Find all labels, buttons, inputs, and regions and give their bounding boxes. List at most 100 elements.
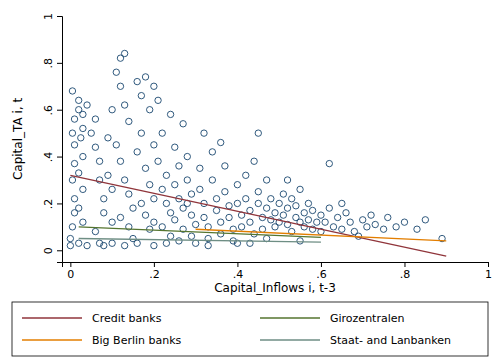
point — [372, 221, 378, 227]
legend-label: Big Berlin banks — [92, 334, 182, 347]
x-tick-label: 0 — [67, 268, 74, 281]
point — [163, 172, 169, 178]
point — [305, 200, 311, 206]
y-tick-label: .6 — [42, 105, 55, 116]
x-tick-mark — [488, 262, 489, 267]
point — [234, 181, 240, 187]
point — [188, 233, 194, 239]
point — [151, 142, 157, 148]
point — [209, 149, 215, 155]
point — [117, 158, 123, 164]
point — [280, 212, 286, 218]
point — [347, 219, 353, 225]
point — [297, 238, 303, 244]
point — [209, 177, 215, 183]
point — [188, 212, 194, 218]
fit-line — [196, 229, 447, 241]
y-tick-label: 0 — [42, 247, 55, 254]
x-tick: .2 — [149, 262, 160, 281]
x-tick: 0 — [67, 262, 74, 281]
point — [69, 130, 75, 136]
point — [197, 186, 203, 192]
point — [142, 212, 148, 218]
point — [71, 116, 77, 122]
point — [343, 210, 349, 216]
point — [309, 207, 315, 213]
point — [339, 200, 345, 206]
point — [172, 144, 178, 150]
x-tick-mark — [321, 262, 322, 267]
scatter-series — [67, 50, 445, 249]
y-tick-mark — [57, 16, 62, 17]
point — [255, 130, 261, 136]
point — [121, 50, 127, 56]
point — [284, 177, 290, 183]
y-tick-mark — [57, 157, 62, 158]
point — [188, 191, 194, 197]
point — [255, 200, 261, 206]
point — [297, 186, 303, 192]
point — [126, 118, 132, 124]
y-tick-mark — [57, 250, 62, 251]
point — [218, 219, 224, 225]
point — [109, 240, 115, 246]
point — [167, 233, 173, 239]
point — [301, 210, 307, 216]
point — [142, 165, 148, 171]
point — [96, 158, 102, 164]
y-tick-mark — [57, 63, 62, 64]
point — [243, 172, 249, 178]
point — [80, 125, 86, 131]
x-tick-mark — [154, 262, 155, 267]
point — [364, 224, 370, 230]
point — [213, 207, 219, 213]
point — [151, 219, 157, 225]
point — [213, 196, 219, 202]
point — [80, 111, 86, 117]
point — [101, 210, 107, 216]
point — [80, 219, 86, 225]
point — [167, 210, 173, 216]
point — [84, 242, 90, 248]
point — [263, 205, 269, 211]
point — [263, 177, 269, 183]
point — [134, 78, 140, 84]
point — [305, 217, 311, 223]
x-axis-title: Capital_Inflows i, t-3 — [214, 281, 336, 295]
point — [226, 203, 232, 209]
point — [326, 160, 332, 166]
point — [147, 107, 153, 113]
x-tick: 1 — [485, 262, 492, 281]
point — [142, 74, 148, 80]
point — [101, 196, 107, 202]
point — [172, 181, 178, 187]
point — [180, 121, 186, 127]
point — [360, 217, 366, 223]
point — [105, 135, 111, 141]
x-tick-mark — [237, 262, 238, 267]
point — [184, 177, 190, 183]
x-tick-mark — [404, 262, 405, 267]
point — [71, 196, 77, 202]
legend: Credit banksGirozentralenBig Berlin bank… — [12, 302, 488, 356]
point — [192, 221, 198, 227]
point — [92, 144, 98, 150]
point — [101, 242, 107, 248]
point — [163, 200, 169, 206]
point — [105, 172, 111, 178]
point — [67, 235, 73, 241]
point — [268, 196, 274, 202]
point — [134, 240, 140, 246]
point — [326, 205, 332, 211]
point — [80, 186, 86, 192]
point — [84, 102, 90, 108]
point — [401, 219, 407, 225]
point — [172, 217, 178, 223]
point — [151, 242, 157, 248]
y-tick-label: .4 — [42, 152, 55, 163]
x-tick-label: .6 — [316, 268, 327, 281]
point — [218, 139, 224, 145]
point — [159, 130, 165, 136]
y-tick: 0 — [42, 247, 62, 254]
point — [368, 212, 374, 218]
